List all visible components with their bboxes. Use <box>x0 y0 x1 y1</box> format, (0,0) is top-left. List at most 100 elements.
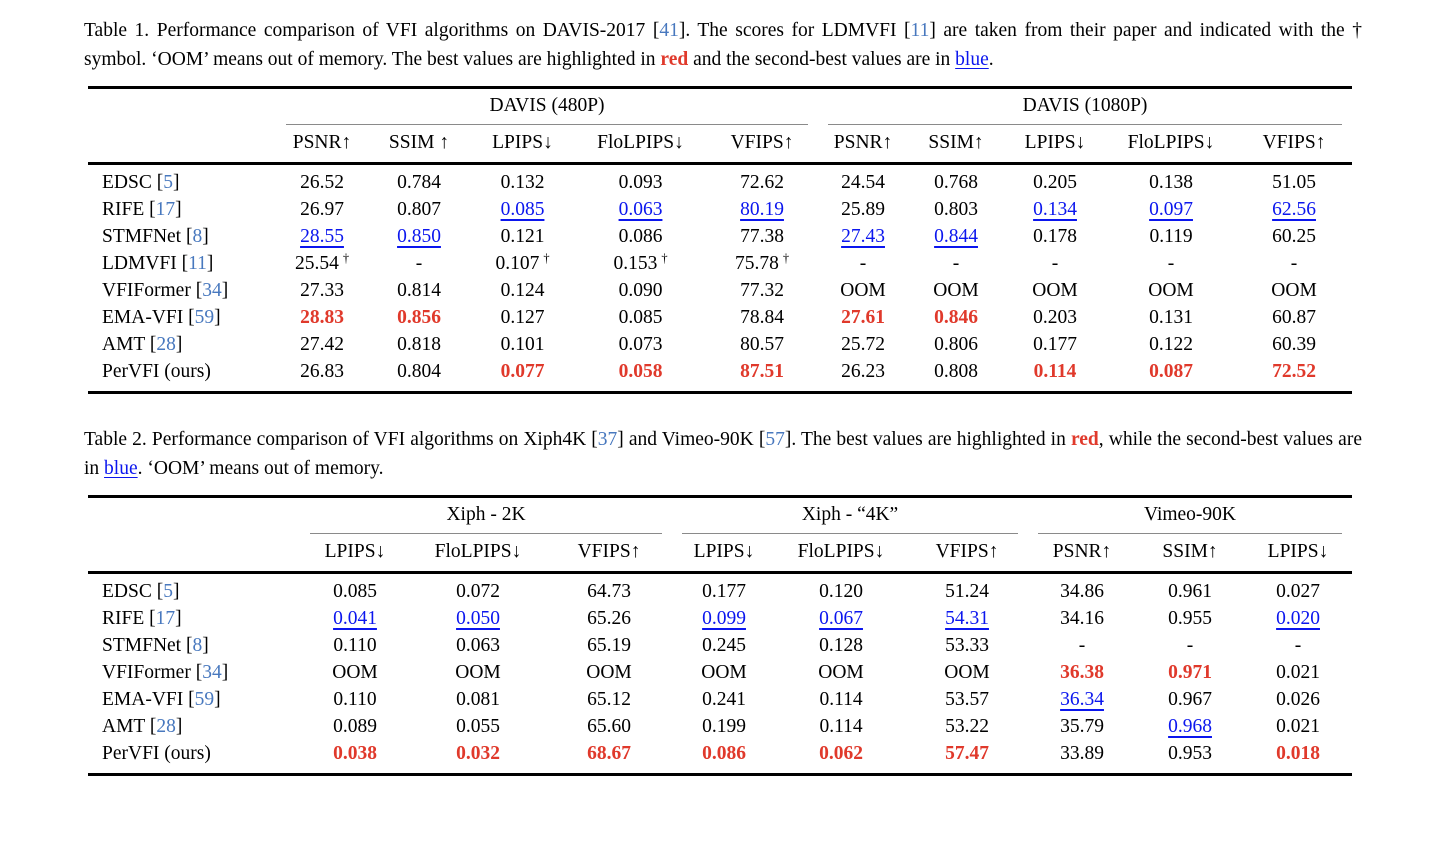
citation-link[interactable]: 5 <box>163 172 173 193</box>
value-text: 0.138 <box>1149 172 1193 193</box>
value-cell: 64.73 <box>546 573 672 606</box>
second-best-value: 0.099 <box>702 608 746 629</box>
table2-performance-xiph-vimeo: Xiph - 2K Xiph - “4K” Vimeo-90K LPIPS↓ FloLP… <box>88 495 1353 776</box>
blue-highlight-word: blue <box>104 458 138 479</box>
value-cell: 0.971 <box>1136 659 1244 686</box>
column-header: LPIPS↓ <box>470 125 575 165</box>
value-text: 0.085 <box>333 581 377 602</box>
value-cell: 54.31 <box>906 605 1028 632</box>
caption-text: . <box>988 49 994 70</box>
table-row: AMT [28] 27.42 0.818 0.101 0.073 80.57 25.72 0.… <box>88 331 1352 358</box>
method-name: AMT <box>102 334 145 355</box>
citation-link[interactable]: 11 <box>910 20 930 41</box>
value-text: 0.021 <box>1276 716 1320 737</box>
second-best-value: 27.43 <box>841 226 885 247</box>
value-text: 80.57 <box>740 334 784 355</box>
value-cell: 65.12 <box>546 686 672 713</box>
column-header: LPIPS↓ <box>672 534 777 574</box>
value-cell: 0.131 <box>1106 304 1236 331</box>
best-value: 0.038 <box>333 743 377 764</box>
value-text: - <box>1294 635 1302 656</box>
column-header: SSIM ↑ <box>368 125 470 165</box>
best-value: 0.114 <box>1033 361 1077 382</box>
citation-link[interactable]: 28 <box>156 334 176 355</box>
citation-link[interactable]: 59 <box>194 307 215 328</box>
second-best-value: 0.067 <box>819 608 863 629</box>
value-text: 27.42 <box>300 334 344 355</box>
best-value: 0.058 <box>618 361 663 382</box>
value-text: 0.804 <box>397 361 441 382</box>
citation-link[interactable]: 59 <box>194 689 215 710</box>
value-cell: 0.967 <box>1136 686 1244 713</box>
value-text: 25.89 <box>841 199 885 220</box>
value-text: 0.967 <box>1168 689 1212 710</box>
value-cell: 0.114 <box>776 713 906 740</box>
value-cell: 0.124 <box>470 277 575 304</box>
citation-link[interactable]: 17 <box>155 608 176 629</box>
value-cell: 0.205 <box>1004 164 1106 197</box>
citation-link[interactable]: 34 <box>202 280 222 301</box>
citation-link[interactable]: 57 <box>765 429 785 450</box>
dagger-symbol: † <box>661 250 668 265</box>
value-cell: 0.121 <box>470 223 575 250</box>
value-cell: 0.134 <box>1004 196 1106 223</box>
red-highlight-word: red <box>660 49 689 70</box>
value-cell: - <box>818 250 908 277</box>
value-text: OOM <box>933 280 979 301</box>
caption-text: ]. The best values are highlighted in <box>784 429 1071 450</box>
value-text: 0.808 <box>934 361 978 382</box>
best-value: 0.971 <box>1168 662 1212 683</box>
value-text: 0.768 <box>934 172 978 193</box>
value-text: 65.26 <box>587 608 631 629</box>
value-cell: 0.097 <box>1106 196 1236 223</box>
method-name: STMFNet <box>102 226 182 247</box>
value-cell: 0.850 <box>368 223 470 250</box>
method-cell: EDSC [5] <box>102 581 180 602</box>
method-cell: LDMVFI [11] <box>102 253 214 274</box>
value-cell: 75.78 † <box>706 250 818 277</box>
value-cell: 0.844 <box>908 223 1004 250</box>
second-best-value: 0.968 <box>1168 716 1212 737</box>
citation-link[interactable]: 8 <box>192 635 203 656</box>
citation-link[interactable]: 41 <box>659 20 679 41</box>
value-cell: 0.110 <box>300 632 410 659</box>
table-row: STMFNet [8] 0.110 0.063 65.19 0.245 0.128 53.3… <box>88 632 1352 659</box>
value-text: 53.57 <box>945 689 989 710</box>
citation-link[interactable]: 8 <box>192 226 203 247</box>
table-row: RIFE [17] 0.041 0.050 65.26 0.099 0.067 54.31 3… <box>88 605 1352 632</box>
method-name: RIFE <box>102 608 145 629</box>
value-cell: 27.61 <box>818 304 908 331</box>
value-text: 0.026 <box>1276 689 1320 710</box>
value-cell: 0.077 <box>470 358 575 393</box>
value-cell: 0.087 <box>1106 358 1236 393</box>
citation-link[interactable]: 28 <box>156 716 176 737</box>
citation-link[interactable]: 17 <box>155 199 176 220</box>
citation-link[interactable]: 34 <box>202 662 222 683</box>
value-text: - <box>859 253 867 274</box>
second-best-value: 0.097 <box>1149 199 1193 220</box>
value-cell: 68.67 <box>546 740 672 775</box>
value-cell: 0.067 <box>776 605 906 632</box>
citation-link[interactable]: 37 <box>597 429 618 450</box>
method-cell: AMT [28] <box>102 716 183 737</box>
method-cell: VFIFormer [34] <box>102 280 229 301</box>
value-cell: 28.55 <box>276 223 368 250</box>
column-header: SSIM↑ <box>908 125 1005 165</box>
value-cell: 27.42 <box>276 331 368 358</box>
value-cell: - <box>1236 250 1352 277</box>
value-text: 64.73 <box>587 581 631 602</box>
column-group-row: Xiph - 2K Xiph - “4K” Vimeo-90K <box>88 497 1352 534</box>
value-cell: 78.84 <box>706 304 818 331</box>
value-cell: - <box>1244 632 1352 659</box>
value-cell: 51.24 <box>906 573 1028 606</box>
value-cell: 0.085 <box>575 304 706 331</box>
value-text: 0.114 <box>819 716 863 737</box>
value-cell: 0.806 <box>908 331 1004 358</box>
value-cell: 0.846 <box>908 304 1004 331</box>
value-cell: 0.114 <box>1004 358 1106 393</box>
citation-link[interactable]: 11 <box>188 253 207 274</box>
value-text: - <box>1078 635 1086 656</box>
citation-link[interactable]: 5 <box>163 581 173 602</box>
value-text: 0.177 <box>1033 334 1077 355</box>
